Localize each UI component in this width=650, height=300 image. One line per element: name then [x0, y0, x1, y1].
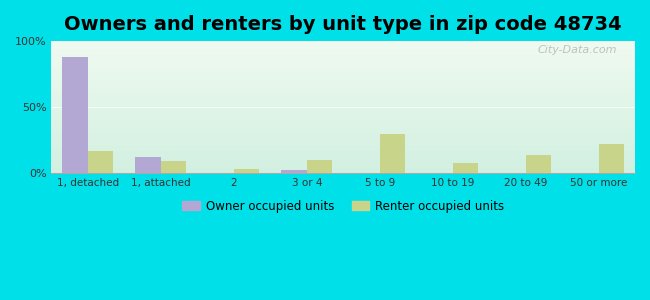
Legend: Owner occupied units, Renter occupied units: Owner occupied units, Renter occupied un… [177, 195, 509, 218]
Bar [599, 144, 624, 173]
Bar [281, 170, 307, 173]
Bar [452, 163, 478, 173]
Bar [526, 154, 551, 173]
Bar [135, 157, 161, 173]
Bar [161, 161, 187, 173]
Bar [62, 57, 88, 173]
Bar [88, 151, 114, 173]
Text: City-Data.com: City-Data.com [538, 45, 617, 55]
Bar [380, 134, 405, 173]
Title: Owners and renters by unit type in zip code 48734: Owners and renters by unit type in zip c… [64, 15, 622, 34]
Bar [307, 160, 332, 173]
Bar [234, 169, 259, 173]
